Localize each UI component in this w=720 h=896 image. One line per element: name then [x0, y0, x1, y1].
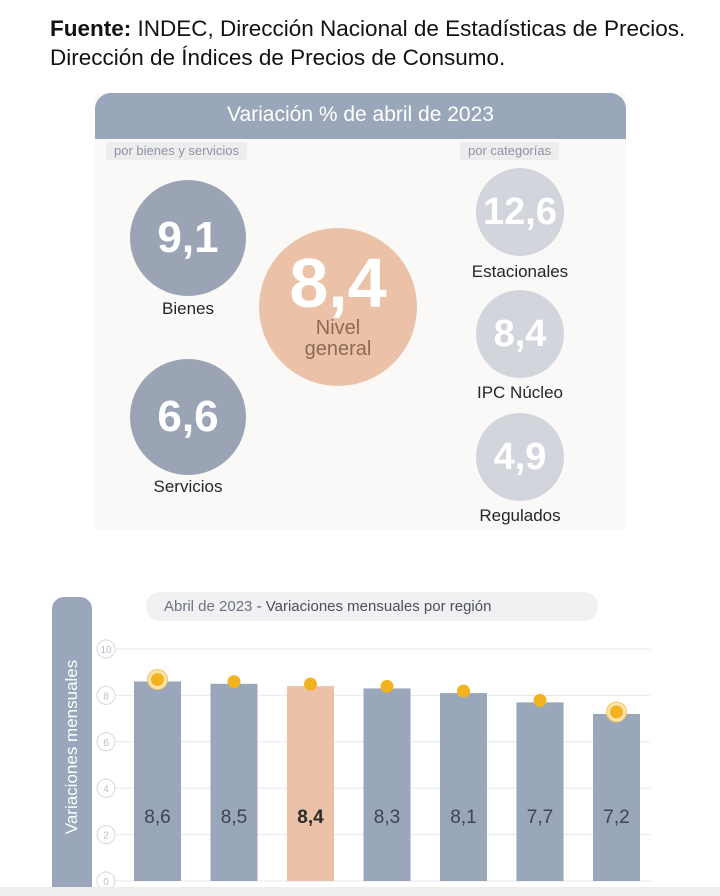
servicios-bubble: 6,6 [130, 359, 246, 475]
right-subtitle: por categorías [460, 142, 560, 160]
nivel-general-bubble: 8,4 Nivel general [259, 228, 417, 386]
ipc-nucleo-value: 8,4 [493, 312, 547, 355]
bar-marker [457, 684, 470, 698]
nivel-general-label-1: Nivel [315, 317, 361, 339]
chart-title-text: Variaciones mensuales por región [265, 598, 492, 615]
y-tick-label: 4 [103, 784, 109, 795]
y-tick-label: 10 [100, 645, 112, 656]
bar [363, 688, 411, 881]
bar [440, 693, 487, 881]
y-axis-label-box: Variaciones mensuales [52, 597, 92, 896]
source-note: Fuente: INDEC, Dirección Nacional de Est… [50, 14, 690, 72]
bar [210, 683, 258, 881]
regulados-label: Regulados [479, 506, 561, 525]
y-tick-bubble [96, 825, 116, 845]
bar [593, 713, 640, 881]
y-tick-label: 6 [103, 738, 109, 749]
bar [287, 686, 334, 881]
bar-value-label: 8,6 [144, 807, 170, 828]
estacionales-label: Estacionales [471, 262, 569, 281]
source-label: Fuente: [50, 16, 132, 41]
bar-value-label: 8,3 [374, 807, 400, 828]
bar-marker [227, 675, 241, 689]
bienes-value: 9,1 [157, 213, 219, 262]
chart-title-date: Abril de 2023 [164, 598, 253, 615]
y-tick-bubble [96, 778, 116, 798]
left-subtitle: por bienes y servicios [106, 142, 247, 160]
bar-value-label: 7,2 [603, 807, 629, 828]
bienes-bubble: 9,1 [130, 180, 246, 296]
infographic-header: Variación % de abril de 2023 [95, 93, 626, 139]
bar [134, 681, 181, 881]
bar-marker [610, 705, 623, 719]
bar-value-label: 8,5 [221, 807, 247, 828]
bar-marker [533, 693, 547, 707]
chart-title-separator: - [252, 598, 266, 615]
servicios-label: Servicios [153, 477, 223, 496]
ipc-nucleo-label: IPC Núcleo [477, 383, 563, 402]
bar-marker [151, 672, 164, 686]
nivel-general-value: 8,4 [289, 244, 387, 322]
y-tick-bubble [96, 732, 116, 752]
regional-bar-chart: 0 2 4 6 8 10 8,6 8,5 8,4 8,3 8,1 7,7 7,2 [96, 639, 650, 891]
regulados-bubble: 4,9 [476, 413, 564, 501]
bar-marker [304, 677, 317, 691]
bienes-label: Bienes [162, 299, 214, 318]
estacionales-bubble: 12,6 [476, 168, 564, 256]
y-tick-bubble [96, 685, 116, 705]
bar-value-label: 8,4 [297, 807, 324, 828]
y-tick-bubble [96, 639, 116, 659]
bar-value-label: 7,7 [527, 807, 553, 828]
estacionales-value: 12,6 [483, 190, 557, 233]
y-tick-label: 8 [103, 691, 109, 702]
bar-value-label: 8,1 [450, 807, 476, 828]
chart-bottom-strip [0, 887, 720, 896]
bar-marker [380, 679, 394, 693]
y-tick-label: 2 [103, 831, 109, 842]
regulados-value: 4,9 [493, 435, 547, 478]
nivel-general-label-2: general [304, 338, 372, 360]
bar [516, 702, 564, 881]
infographic-title: Variación % de abril de 2023 [227, 103, 494, 126]
chart-title: Abril de 2023 - Variaciones mensuales po… [146, 592, 598, 621]
ipc-nucleo-bubble: 8,4 [476, 290, 564, 378]
servicios-value: 6,6 [157, 392, 219, 441]
y-tick-label: 0 [103, 877, 109, 888]
source-text: INDEC, Dirección Nacional de Estadística… [50, 16, 686, 70]
